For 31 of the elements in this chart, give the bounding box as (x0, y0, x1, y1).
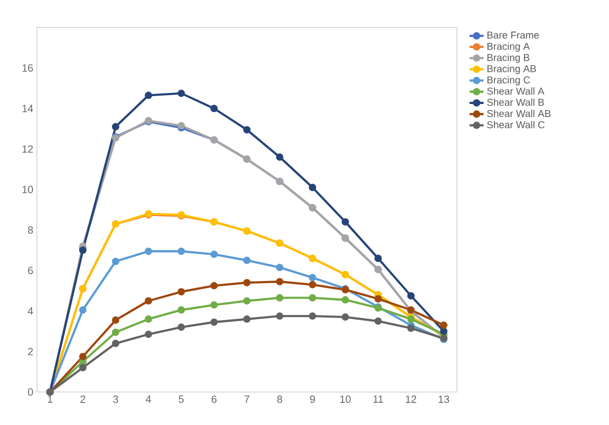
legend-label: Shear Wall C (487, 120, 545, 128)
x-tick-label: 11 (374, 396, 384, 403)
y-tick-label: 4 (28, 307, 34, 315)
legend-label: Shear Wall A (487, 87, 544, 95)
legend-label: Bare Frame (487, 32, 539, 39)
y-tick-label: 16 (22, 64, 33, 72)
legend-label: Bracing C (487, 76, 530, 86)
x-tick-label: 2 (80, 396, 86, 403)
x-tick-label: 10 (340, 396, 351, 403)
legend-label: Bracing A (487, 42, 530, 52)
x-tick-label: 4 (146, 396, 152, 403)
y-tick-label: 12 (22, 145, 33, 153)
x-tick-label: 12 (406, 396, 416, 403)
y-tick-label: 6 (28, 266, 33, 274)
x-tick-label: 9 (310, 396, 315, 403)
x-tick-label: 13 (438, 396, 450, 403)
x-tick-label: 1 (48, 396, 52, 403)
y-tick-label: 2 (28, 348, 33, 356)
x-tick-label: 6 (212, 396, 217, 403)
y-tick-label: 0 (28, 388, 33, 396)
y-tick-label: 8 (28, 226, 33, 234)
legend-label: Bracing B (487, 54, 530, 64)
y-tick-label: 10 (22, 186, 33, 194)
x-tick-label: 3 (113, 396, 118, 403)
x-tick-label: 5 (178, 396, 184, 403)
y-tick-label: 14 (22, 104, 34, 112)
legend-label: Bracing AB (487, 64, 536, 74)
legend-label: Shear Wall B (487, 98, 544, 106)
x-tick-label: 7 (244, 396, 250, 403)
x-tick-label: 8 (277, 396, 282, 403)
legend-label: Shear Wall AB (487, 110, 551, 118)
